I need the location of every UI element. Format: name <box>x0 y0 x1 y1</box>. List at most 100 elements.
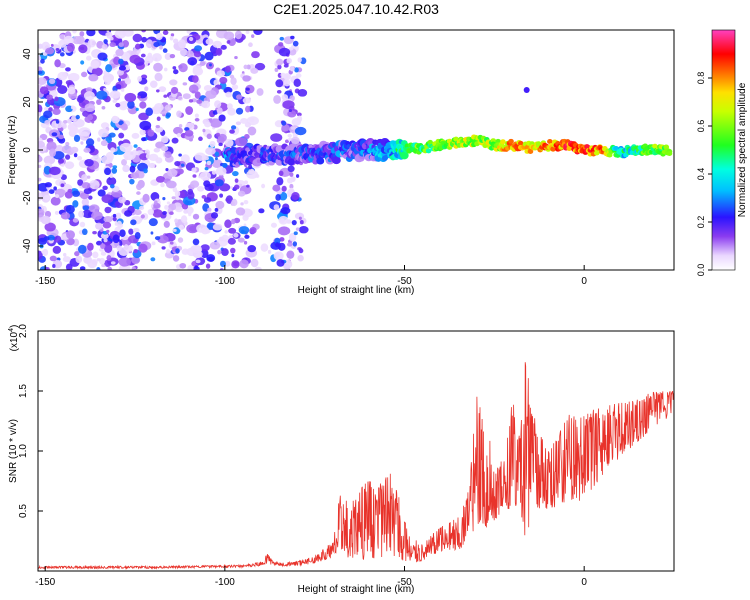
spectrogram-noise-dot <box>201 195 207 199</box>
spectrogram-noise-dot <box>206 222 215 230</box>
spectrogram-noise-dot <box>294 126 307 136</box>
spectrogram-noise-dot <box>65 141 70 146</box>
spectrogram-noise-dot <box>229 129 235 134</box>
spectrogram-noise-dot <box>98 219 103 223</box>
spectrogram-noise-dot <box>100 140 108 147</box>
spectrogram-noise-dot <box>110 147 116 153</box>
spectrogram-noise-dot <box>192 238 200 246</box>
spectrogram-noise-dot <box>41 250 45 254</box>
spectrogram-noise-dot <box>134 231 141 240</box>
snr-panel: -150 -100 -50 0 0.5 1.0 1.5 2.0 Height of stra… <box>8 324 675 595</box>
spectrogram-noise-dot <box>280 72 286 78</box>
spectrogram-noise-dot <box>71 115 77 122</box>
spectrogram-ridge-dot <box>316 157 325 165</box>
spectrogram-noise-dot <box>247 126 257 136</box>
spectrogram-noise-dot <box>72 218 79 223</box>
spectrogram-noise-dot <box>72 35 82 45</box>
spectrogram-noise-dot <box>87 242 94 251</box>
spectrogram-noise-dot <box>66 42 75 52</box>
spectrogram-noise-dot <box>277 42 284 47</box>
spectrogram-noise-dot <box>38 61 42 66</box>
spectrogram-noise-dot <box>111 116 120 124</box>
spectrogram-noise-dot <box>65 263 73 270</box>
spectrogram-noise-dot <box>40 58 45 64</box>
spectrogram-noise-dot <box>105 64 113 73</box>
spectrogram-noise-dot <box>193 266 200 270</box>
spectrogram-noise-dot <box>101 264 106 268</box>
spectrogram-noise-dot <box>212 223 223 231</box>
spectrogram-noise-dot <box>224 230 228 234</box>
spectrogram-noise-dot <box>124 92 137 102</box>
spectrogram-noise-dot <box>261 183 266 189</box>
spectrogram-noise-dot <box>155 125 160 129</box>
spectrogram-noise-dot <box>157 235 169 244</box>
snr-y-label: SNR (10 * v/v) <box>8 419 19 483</box>
spectrogram-noise-dot <box>289 65 295 72</box>
spectrogram-noise-dot <box>92 251 99 259</box>
spectrogram-noise-dot <box>81 228 88 236</box>
spectrogram-noise-dot <box>84 103 96 113</box>
spectrogram-noise-dot <box>220 44 227 50</box>
spectrogram-noise-dot <box>288 108 293 113</box>
spectrogram-noise-dot <box>167 168 178 177</box>
spectrogram-noise-dot <box>153 147 161 153</box>
spectrogram-noise-dot <box>158 86 167 93</box>
spectrogram-noise-dot <box>200 249 209 259</box>
spectrogram-noise-dot <box>107 238 113 242</box>
figure-title: C2E1.2025.047.10.42.R03 <box>273 1 439 17</box>
spectrogram-noise-dot <box>179 262 187 269</box>
spectrogram-noise-dot <box>172 66 177 70</box>
spectrogram-noise-dot <box>214 207 219 212</box>
spectrogram-noise-dot <box>86 175 91 179</box>
spectrogram-noise-dot <box>251 34 255 38</box>
spectrogram-noise-dot <box>230 247 236 254</box>
spectrogram-noise-dot <box>212 40 223 48</box>
spectrogram-noise-dot <box>219 193 224 198</box>
spectrogram-noise-dot <box>159 45 163 50</box>
spectrogram-noise-dot <box>57 71 68 81</box>
spectrogram-noise-dot <box>73 118 85 128</box>
spectrogram-noise-dot <box>108 132 116 138</box>
spectrogram-noise-dot <box>285 139 290 144</box>
spectrogram-noise-dot <box>287 165 295 173</box>
spectrogram-noise-dot <box>38 43 43 49</box>
spectrogram-noise-dot <box>188 212 192 217</box>
spectrogram-noise-dot <box>205 89 217 100</box>
spectrogram-noise-dot <box>270 133 283 142</box>
spectrogram-noise-dot <box>197 186 205 192</box>
spectrogram-noise-dot <box>171 196 176 200</box>
spectrogram-noise-dot <box>253 30 263 35</box>
colorbar-label: Normalized spectral amplitude <box>737 82 748 217</box>
spectrogram-noise-dot <box>88 73 99 82</box>
spectrogram-noise-dot <box>55 120 60 124</box>
spectrogram-noise-dot <box>199 61 206 66</box>
spectrogram-noise-dot <box>56 189 66 196</box>
spectrogram-noise-dot <box>131 266 136 270</box>
spectrogram-noise-dot <box>106 254 112 262</box>
spectrogram-noise-dot <box>77 96 84 103</box>
spectrogram-ridge-dot <box>666 150 673 157</box>
spectrogram-noise-dot <box>100 251 107 256</box>
spectrogram-noise-dot <box>143 168 148 174</box>
spectrogram-noise-dot <box>217 249 222 255</box>
spectrogram-noise-dot <box>111 167 118 174</box>
spectrogram-noise-dot <box>82 205 90 211</box>
spectrogram-noise-dot <box>65 154 71 160</box>
spectrogram-ridge-dot <box>517 140 524 146</box>
spectrogram-ridge-dot <box>399 151 409 160</box>
spectrogram-noise-dot <box>231 260 240 269</box>
spectrogram-noise-dot <box>54 145 64 153</box>
spectrogram-noise-dot <box>110 261 116 265</box>
spectrogram-noise-dot <box>223 86 233 94</box>
spectrogram-noise-dot <box>226 40 231 44</box>
spectrogram-noise-dot <box>81 198 90 206</box>
spectrogram-noise-dot <box>287 133 292 138</box>
spectrogram-noise-dot <box>131 256 141 265</box>
spectrogram-noise-dot <box>267 249 272 254</box>
spectrogram-noise-dot <box>229 74 235 79</box>
spectrogram-noise-dot <box>242 214 249 221</box>
snr-x-axis: -150 -100 -50 0 <box>35 566 587 588</box>
spectrogram-noise-dot <box>250 67 259 74</box>
spectrogram-noise-dot <box>170 86 179 94</box>
spectrogram-noise-dot <box>122 30 134 37</box>
